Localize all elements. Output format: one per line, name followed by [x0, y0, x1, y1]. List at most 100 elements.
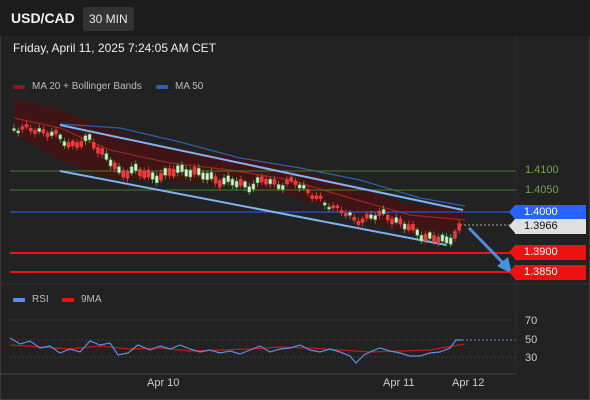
- candle-body: [234, 180, 239, 188]
- candle-body: [45, 132, 50, 137]
- trend-line-lower: [59, 170, 447, 246]
- candle-body: [335, 205, 340, 209]
- candle-body: [301, 184, 306, 189]
- candle-body: [155, 175, 159, 184]
- rsi-axis-30: 30: [525, 352, 538, 364]
- candle-body: [96, 147, 100, 154]
- candle-body: [24, 124, 29, 128]
- candle-body: [66, 142, 71, 148]
- candle-body: [37, 128, 42, 132]
- candle-body: [369, 214, 373, 219]
- ma50-color-swatch: [156, 84, 168, 89]
- candle-body: [331, 205, 336, 209]
- candle-body: [440, 234, 445, 242]
- candle-body: [419, 234, 424, 242]
- candlestick-series[interactable]: [12, 120, 462, 248]
- x-tick-apr12: Apr 12: [452, 377, 485, 389]
- candle-body: [62, 141, 67, 147]
- candle-body: [297, 184, 302, 189]
- candle-body: [327, 206, 331, 210]
- rsi-line: [9, 337, 462, 364]
- legend-rsi: RSI: [13, 294, 49, 305]
- candle-body: [239, 179, 243, 186]
- rsi-axis-50: 50: [525, 334, 538, 346]
- trend-line-upper: [59, 124, 464, 211]
- level-label-3: 1.4000: [509, 205, 586, 220]
- candle-body: [125, 171, 130, 179]
- candle-body: [197, 167, 201, 176]
- candle-body: [33, 130, 37, 134]
- candle-body: [280, 185, 285, 190]
- candle-body: [276, 184, 281, 190]
- candle-body: [390, 218, 394, 225]
- candle-body: [54, 129, 58, 135]
- candle-body: [448, 237, 453, 245]
- candle-body: [167, 168, 172, 176]
- candle-body: [218, 180, 222, 188]
- candle-body: [343, 212, 348, 217]
- candle-body: [406, 224, 411, 231]
- candle-body: [117, 166, 121, 174]
- level-label-4: 1.3900: [509, 245, 586, 260]
- datetime-label: Friday, April 11, 2025 7:24:05 AM CET: [13, 41, 216, 55]
- candle-body: [255, 177, 260, 184]
- candle-body: [226, 175, 230, 183]
- candle-body: [381, 209, 386, 215]
- candle-body: [423, 234, 428, 241]
- candle-body: [356, 220, 361, 225]
- legend-ma20-bollinger: MA 20 + Bollinger Bands: [13, 81, 142, 92]
- candle-body: [259, 176, 264, 183]
- candle-body: [213, 176, 218, 184]
- candle-body: [322, 202, 327, 206]
- candle-body: [108, 159, 113, 167]
- candle-body: [79, 141, 83, 147]
- candle-body: [415, 229, 420, 236]
- candle-body: [444, 236, 449, 244]
- candle-body: [339, 210, 344, 214]
- timeframe-button[interactable]: 30 MIN: [83, 7, 134, 31]
- candle-body: [360, 218, 365, 223]
- candle-body: [453, 231, 457, 239]
- candle-body: [142, 170, 146, 179]
- candle-body: [398, 218, 403, 225]
- legend-rsi-ma-label: 9MA: [81, 294, 102, 305]
- candle-body: [310, 195, 315, 199]
- legend-ma20-label: MA 20 + Bollinger Bands: [32, 81, 142, 92]
- candle-body: [146, 169, 151, 178]
- current-price-label: 1.3966: [509, 219, 586, 234]
- candle-body: [41, 129, 46, 134]
- candle-body: [373, 215, 378, 220]
- top-bar: USD/CAD 30 MIN: [0, 0, 590, 36]
- candle-body: [385, 214, 390, 221]
- candle-body: [377, 210, 382, 216]
- candle-body: [171, 168, 176, 177]
- rsi-ma-color-swatch: [62, 297, 74, 302]
- x-tick-apr10: Apr 10: [147, 377, 180, 389]
- candle-body: [121, 170, 125, 178]
- bollinger-band: [14, 98, 465, 236]
- candle-body: [16, 130, 21, 134]
- rsi-axis-70: 70: [525, 315, 538, 327]
- candle-body: [150, 172, 155, 180]
- candle-body: [411, 223, 415, 231]
- candle-body: [75, 142, 79, 148]
- candle-body: [272, 179, 277, 185]
- candle-body: [100, 148, 104, 155]
- candle-body: [192, 167, 197, 175]
- candle-body: [87, 133, 92, 140]
- candle-body: [243, 181, 247, 188]
- candle-body: [314, 195, 319, 199]
- candle-body: [71, 140, 75, 147]
- candle-body: [58, 134, 63, 140]
- candle-body: [289, 177, 294, 182]
- candle-body: [306, 189, 310, 194]
- candle-body: [176, 165, 180, 173]
- legend-ma50: MA 50: [156, 81, 203, 92]
- symbol-label[interactable]: USD/CAD: [11, 10, 75, 26]
- candle-body: [285, 179, 289, 185]
- candle-body: [129, 166, 134, 174]
- candle-body: [163, 167, 167, 176]
- candle-body: [427, 232, 432, 239]
- candle-body: [113, 162, 117, 170]
